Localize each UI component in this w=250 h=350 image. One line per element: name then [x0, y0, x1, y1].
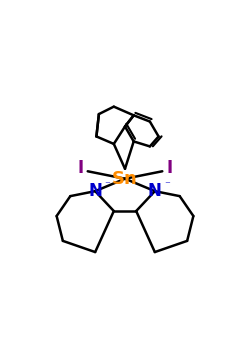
Text: ⁻: ⁻: [164, 180, 170, 190]
Text: I: I: [77, 159, 83, 176]
Text: I: I: [167, 159, 173, 176]
Text: N: N: [88, 182, 102, 200]
Text: Sn: Sn: [112, 170, 138, 188]
Text: ⁻: ⁻: [104, 180, 110, 190]
Text: N: N: [148, 182, 162, 200]
